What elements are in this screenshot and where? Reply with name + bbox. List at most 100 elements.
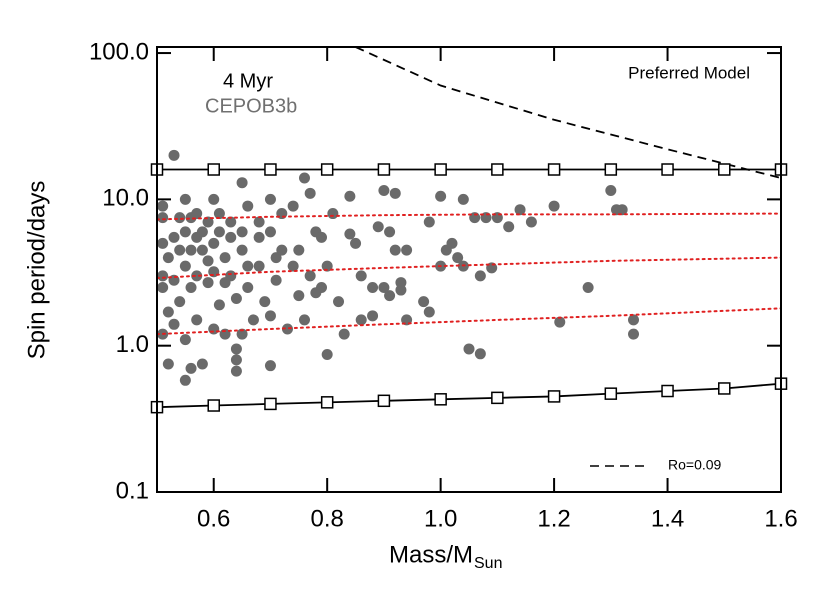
data-point <box>298 172 310 184</box>
age-annotation: 4 Myr <box>223 70 273 92</box>
data-point <box>264 226 276 238</box>
model-line <box>157 382 781 409</box>
data-point <box>395 284 407 296</box>
data-point <box>367 281 379 293</box>
data-point <box>384 226 396 238</box>
data-point <box>355 314 367 326</box>
data-point <box>304 187 316 199</box>
square-marker <box>264 163 277 176</box>
data-point <box>157 237 169 249</box>
data-point <box>174 244 186 256</box>
model-line <box>157 256 781 280</box>
data-point <box>293 244 305 256</box>
data-point <box>157 270 169 282</box>
data-point <box>344 228 356 240</box>
data-point <box>236 226 248 238</box>
data-point <box>213 226 225 238</box>
data-point <box>372 221 384 233</box>
data-point <box>247 314 259 326</box>
data-point <box>378 281 390 293</box>
data-point <box>503 221 515 233</box>
data-point <box>338 328 350 340</box>
data-point <box>423 306 435 318</box>
data-point <box>202 277 214 289</box>
data-point <box>423 216 435 228</box>
data-point <box>179 226 191 238</box>
data-point <box>298 314 310 326</box>
data-point <box>605 184 617 196</box>
data-point <box>242 281 254 293</box>
data-point <box>554 316 566 328</box>
data-point <box>191 270 203 282</box>
data-point <box>208 193 220 205</box>
square-marker <box>718 382 731 395</box>
data-point <box>628 314 640 326</box>
cluster-annotation: CEPOB3b <box>205 95 297 117</box>
data-point <box>327 208 339 220</box>
data-point <box>236 328 248 340</box>
data-point <box>219 252 231 264</box>
data-point <box>168 318 180 330</box>
data-point <box>191 314 203 326</box>
data-point <box>230 293 242 305</box>
square-marker <box>547 390 561 403</box>
data-point <box>185 244 197 256</box>
data-point <box>168 149 180 161</box>
data-point <box>230 365 242 377</box>
data-point <box>316 231 328 243</box>
square-marker <box>377 163 391 176</box>
square-marker <box>604 163 618 176</box>
data-point <box>378 184 390 196</box>
square-marker <box>661 163 674 176</box>
data-point <box>616 204 628 216</box>
data-point <box>525 216 537 228</box>
data-point <box>344 190 356 202</box>
square-marker <box>491 391 504 405</box>
square-marker <box>207 163 220 176</box>
x-tick-label: 0.8 <box>310 505 343 532</box>
data-point <box>162 306 174 318</box>
square-marker <box>491 163 504 176</box>
data-point <box>253 231 265 243</box>
x-axis-label: Mass/M <box>389 541 473 568</box>
data-point <box>225 270 237 282</box>
square-marker <box>320 163 334 176</box>
model-line <box>157 307 781 336</box>
data-point <box>304 270 316 282</box>
y-tick-label: 0.1 <box>116 477 149 504</box>
data-point <box>236 244 248 256</box>
data-point <box>196 358 208 370</box>
x-tick-label: 1.0 <box>424 505 457 532</box>
data-point <box>264 310 276 322</box>
data-point <box>174 296 186 308</box>
square-marker <box>320 396 334 409</box>
x-tick-label: 1.6 <box>764 505 797 532</box>
data-point <box>230 354 242 366</box>
data-point <box>157 281 169 293</box>
data-point <box>179 334 191 346</box>
y-axis-label: Spin period/days <box>23 181 50 360</box>
square-marker <box>604 387 618 400</box>
data-point <box>389 244 401 256</box>
data-point <box>196 226 208 238</box>
data-point <box>514 204 526 216</box>
x-tick-label: 1.4 <box>651 505 684 532</box>
data-point <box>457 193 469 205</box>
x-axis-label-subscript: Sun <box>474 555 502 572</box>
data-point <box>293 290 305 302</box>
data-point <box>157 212 169 224</box>
data-point <box>191 208 203 220</box>
square-marker <box>718 163 731 176</box>
data-point <box>213 208 225 220</box>
data-point <box>179 193 191 205</box>
data-point <box>264 193 276 205</box>
data-point <box>333 296 345 308</box>
legend-label: Ro=0.09 <box>668 457 722 473</box>
data-point <box>157 200 169 212</box>
chart-title: Preferred Model <box>628 63 750 82</box>
square-marker <box>547 163 561 176</box>
y-tick-label: 10.0 <box>102 185 149 212</box>
data-point <box>321 349 333 361</box>
data-point <box>208 237 220 249</box>
